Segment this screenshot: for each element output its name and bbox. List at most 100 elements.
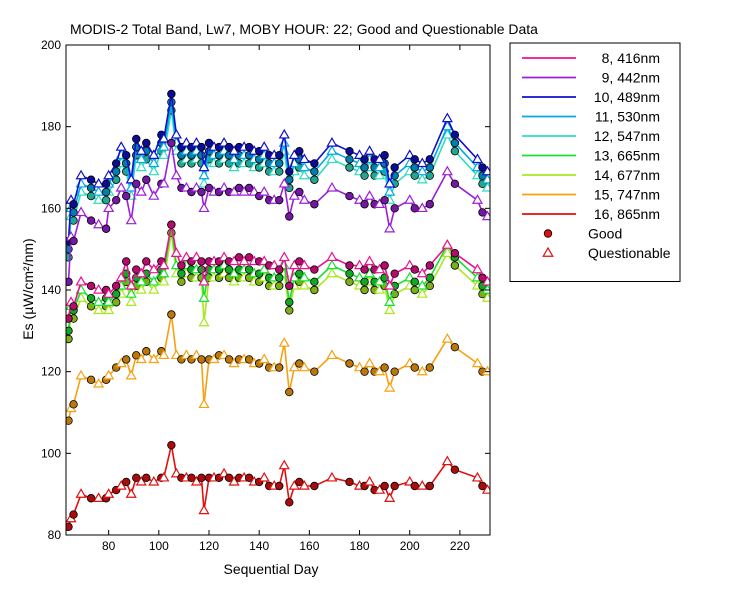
data-point-questionable bbox=[384, 177, 396, 188]
data-point-questionable bbox=[441, 332, 453, 343]
data-point-questionable bbox=[198, 316, 210, 327]
data-point-good bbox=[310, 285, 319, 295]
data-point-good bbox=[197, 142, 206, 152]
data-point-questionable bbox=[416, 279, 428, 290]
data-point-good bbox=[345, 359, 354, 368]
data-point-questionable bbox=[326, 267, 338, 278]
data-point-good bbox=[425, 273, 434, 282]
data-point-questionable bbox=[238, 255, 250, 266]
y-axis-label: Es (µW/cm²/nm) bbox=[20, 238, 36, 339]
data-point-questionable bbox=[363, 255, 376, 266]
data-point-good bbox=[478, 163, 487, 172]
data-point-good bbox=[101, 195, 111, 205]
data-point-good bbox=[410, 265, 419, 274]
series-8 bbox=[66, 310, 490, 425]
data-point-good bbox=[132, 473, 141, 483]
data-point-good bbox=[450, 138, 460, 148]
data-point-questionable bbox=[135, 145, 147, 155]
data-point-good bbox=[295, 269, 304, 278]
data-point-questionable bbox=[298, 479, 310, 490]
data-point-good bbox=[345, 277, 354, 287]
data-point-good bbox=[132, 265, 141, 274]
data-point-questionable bbox=[135, 153, 147, 164]
data-point-good bbox=[275, 363, 284, 372]
data-point-good bbox=[310, 481, 319, 491]
series-5 bbox=[66, 106, 490, 262]
data-point-questionable bbox=[441, 120, 453, 131]
data-point-good bbox=[345, 261, 354, 270]
data-point-good bbox=[450, 146, 460, 156]
data-point-good bbox=[244, 183, 254, 193]
data-point-good bbox=[142, 347, 151, 356]
data-point-good bbox=[101, 179, 111, 189]
data-point-good bbox=[66, 326, 73, 336]
data-point-good bbox=[101, 224, 111, 233]
data-point-good bbox=[86, 293, 96, 303]
data-point-questionable bbox=[93, 177, 105, 188]
data-point-questionable bbox=[278, 128, 290, 139]
data-point-good bbox=[177, 277, 186, 287]
data-point-good bbox=[224, 473, 234, 483]
data-point-questionable bbox=[471, 357, 484, 368]
data-point-good bbox=[86, 302, 96, 311]
data-point-good bbox=[177, 261, 186, 270]
data-point-questionable bbox=[115, 357, 127, 368]
data-point-questionable bbox=[198, 169, 210, 180]
series-9 bbox=[66, 440, 490, 532]
data-point-good bbox=[111, 175, 121, 184]
data-point-good bbox=[450, 342, 460, 352]
x-tick-label: 160 bbox=[299, 539, 319, 553]
series-2 bbox=[66, 138, 490, 287]
data-point-good bbox=[380, 261, 389, 270]
data-point-questionable bbox=[374, 484, 386, 494]
data-point-good bbox=[390, 163, 399, 172]
data-point-questionable bbox=[258, 141, 270, 151]
data-point-questionable bbox=[125, 369, 137, 380]
data-point-good bbox=[410, 363, 419, 372]
data-point-questionable bbox=[441, 165, 453, 176]
x-tick-label: 120 bbox=[199, 539, 219, 553]
data-point-questionable bbox=[298, 169, 310, 180]
data-point-good bbox=[234, 183, 244, 193]
data-point-good bbox=[410, 155, 419, 164]
data-point-good bbox=[66, 416, 73, 425]
data-point-good bbox=[285, 212, 294, 221]
data-point-good bbox=[360, 265, 369, 274]
data-point-good bbox=[295, 257, 304, 266]
x-tick-label: 220 bbox=[450, 539, 470, 553]
data-point-questionable bbox=[326, 145, 338, 155]
data-point-questionable bbox=[93, 296, 105, 306]
data-point-questionable bbox=[148, 190, 160, 200]
data-point-good bbox=[295, 477, 304, 487]
data-point-questionable bbox=[441, 455, 453, 466]
data-point-good bbox=[425, 163, 434, 172]
data-point-questionable bbox=[278, 459, 290, 470]
data-point-questionable bbox=[103, 169, 115, 180]
data-point-good bbox=[360, 285, 369, 295]
data-point-good bbox=[167, 220, 176, 229]
data-point-good bbox=[132, 134, 141, 144]
data-point-questionable bbox=[384, 381, 396, 392]
data-point-questionable bbox=[75, 169, 87, 180]
data-point-questionable bbox=[93, 185, 105, 196]
data-point-questionable bbox=[374, 365, 386, 376]
data-point-questionable bbox=[374, 161, 386, 172]
data-point-good bbox=[275, 151, 284, 160]
data-point-questionable bbox=[288, 190, 300, 200]
plot-inner bbox=[66, 89, 490, 532]
data-point-good bbox=[132, 179, 141, 189]
data-point-questionable bbox=[103, 488, 115, 498]
data-point-good bbox=[86, 375, 96, 385]
axes: 80 100 120 140 160 180 200 220 80 100 120 140 160 180… bbox=[41, 38, 491, 553]
data-point-questionable bbox=[326, 349, 338, 360]
data-point-questionable bbox=[416, 288, 428, 298]
data-point-questionable bbox=[326, 181, 338, 192]
data-point-good bbox=[295, 359, 304, 368]
data-point-questionable bbox=[228, 185, 240, 196]
data-point-good bbox=[142, 138, 151, 148]
data-point-good bbox=[122, 191, 131, 201]
data-point-questionable bbox=[170, 247, 182, 257]
data-point-questionable bbox=[471, 471, 484, 482]
data-point-good bbox=[275, 167, 284, 176]
data-point-good bbox=[478, 481, 487, 491]
